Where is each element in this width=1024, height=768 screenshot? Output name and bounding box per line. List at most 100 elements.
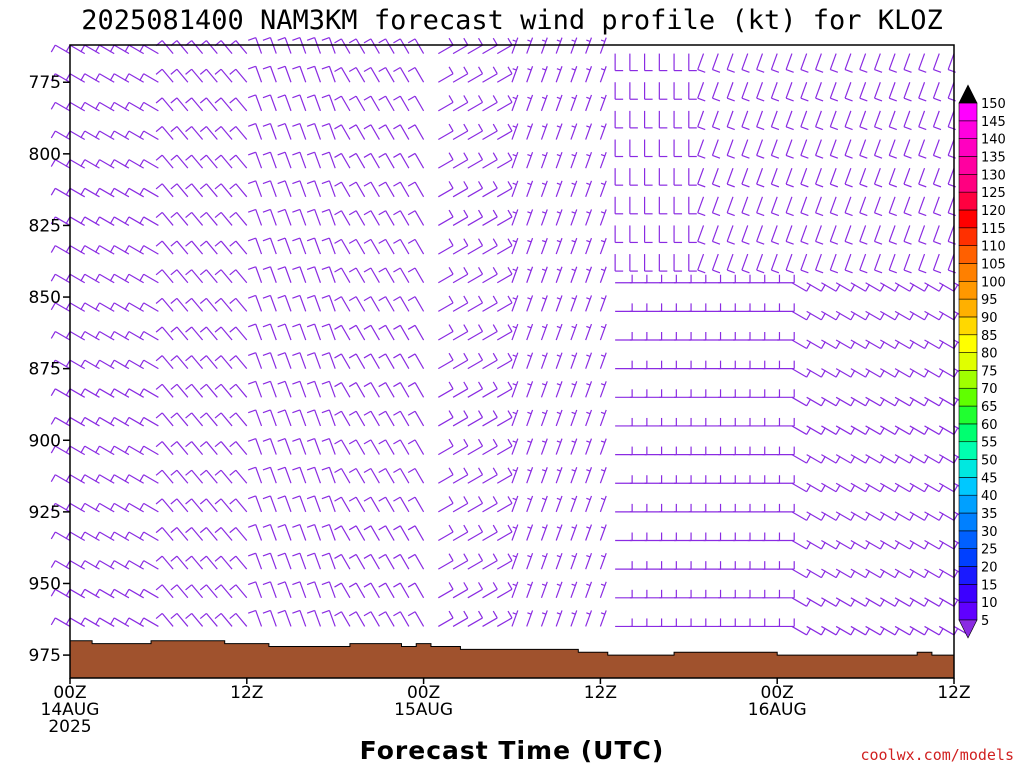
wind-barb — [688, 110, 697, 129]
wind-barb — [555, 295, 563, 312]
wind-barb — [747, 561, 766, 570]
wind-barb — [741, 139, 750, 159]
wind-barb — [378, 467, 395, 484]
wind-barb — [644, 332, 663, 341]
wind-barb — [452, 553, 469, 570]
colorbar-label: 135 — [981, 150, 1006, 165]
wind-barb — [540, 151, 548, 169]
wind-barb — [599, 467, 607, 484]
wind-barb — [770, 196, 780, 217]
colorbar-label: 110 — [981, 240, 1006, 255]
wind-barb — [821, 310, 841, 321]
wind-barb — [496, 496, 513, 513]
wind-barb — [155, 240, 174, 255]
wind-barb — [80, 445, 100, 456]
colorbar-swatch — [958, 209, 978, 229]
wind-barb — [540, 467, 548, 484]
wind-barb — [277, 495, 292, 513]
wind-barb — [393, 553, 410, 570]
wind-barb — [599, 123, 607, 140]
wind-barb — [643, 82, 653, 100]
wind-barb — [924, 597, 944, 607]
wind-barb — [185, 211, 204, 226]
wind-barb — [924, 282, 944, 292]
wind-barb — [306, 323, 322, 341]
wind-barb — [526, 495, 534, 513]
wind-barb — [247, 151, 263, 169]
wind-barb — [924, 482, 944, 493]
colorbar-swatch — [958, 494, 978, 514]
y-tick: 975 — [29, 646, 70, 666]
wind-barb — [407, 324, 425, 341]
wind-barb — [770, 167, 780, 188]
wind-barb — [139, 130, 159, 141]
wind-barb — [155, 126, 174, 140]
wind-barb — [467, 381, 484, 398]
wind-barb — [277, 352, 292, 369]
wind-barb — [452, 438, 469, 456]
wind-barb — [570, 495, 578, 513]
wind-barb — [791, 454, 812, 464]
wind-barb — [363, 124, 380, 140]
wind-barb — [526, 295, 534, 312]
wind-barb — [741, 253, 750, 274]
wind-barb — [407, 66, 425, 83]
wind-barb — [880, 568, 900, 579]
wind-barb — [747, 274, 766, 284]
wind-barb — [674, 332, 692, 341]
wind-barb — [214, 40, 233, 54]
wind-barb — [615, 332, 633, 341]
wind-barb — [585, 94, 593, 112]
wind-barb — [703, 589, 722, 599]
wind-barb — [747, 503, 766, 513]
wind-barb — [762, 446, 781, 456]
wind-barb — [703, 503, 722, 513]
wind-barb — [321, 438, 336, 455]
wind-barb — [821, 368, 841, 378]
wind-barb — [262, 180, 277, 198]
wind-barb — [124, 130, 144, 141]
wind-barb — [496, 238, 513, 255]
wind-barb — [555, 352, 563, 369]
wind-barb — [762, 475, 781, 484]
wind-barb — [199, 211, 218, 226]
wind-barb — [903, 82, 912, 102]
wind-barb — [865, 368, 885, 378]
wind-barb — [585, 495, 593, 513]
wind-barb — [262, 409, 277, 427]
colorbar-swatch — [958, 316, 978, 336]
wind-barb — [199, 612, 218, 627]
wind-barb — [348, 382, 366, 398]
wind-barb — [452, 37, 469, 55]
wind-barb — [762, 303, 781, 312]
wind-barb — [865, 597, 885, 607]
wind-barb — [873, 196, 883, 217]
wind-barb — [321, 94, 336, 112]
wind-barb — [555, 381, 563, 398]
wind-barb — [50, 130, 71, 141]
wind-barb — [407, 95, 425, 112]
wind-barb — [185, 412, 204, 427]
wind-barb — [496, 610, 513, 627]
wind-barb — [511, 581, 519, 599]
wind-barb — [570, 381, 578, 398]
wind-barb — [918, 167, 927, 188]
wind-barb — [306, 609, 322, 627]
wind-barb — [570, 438, 578, 455]
wind-barb — [482, 410, 498, 427]
wind-barb — [511, 552, 519, 570]
wind-barb — [835, 625, 856, 636]
wind-barb — [50, 388, 71, 398]
wind-barb — [185, 183, 204, 198]
wind-barb — [762, 561, 781, 570]
wind-barb — [756, 53, 765, 73]
wind-barb — [363, 238, 380, 255]
wind-barb — [306, 581, 322, 599]
wind-barb — [741, 167, 750, 188]
wind-barb — [570, 467, 578, 484]
wind-barb — [835, 539, 856, 550]
wind-barb — [932, 53, 942, 73]
wind-barb — [570, 552, 578, 570]
wind-barb — [585, 552, 593, 570]
wind-barb — [292, 466, 307, 484]
